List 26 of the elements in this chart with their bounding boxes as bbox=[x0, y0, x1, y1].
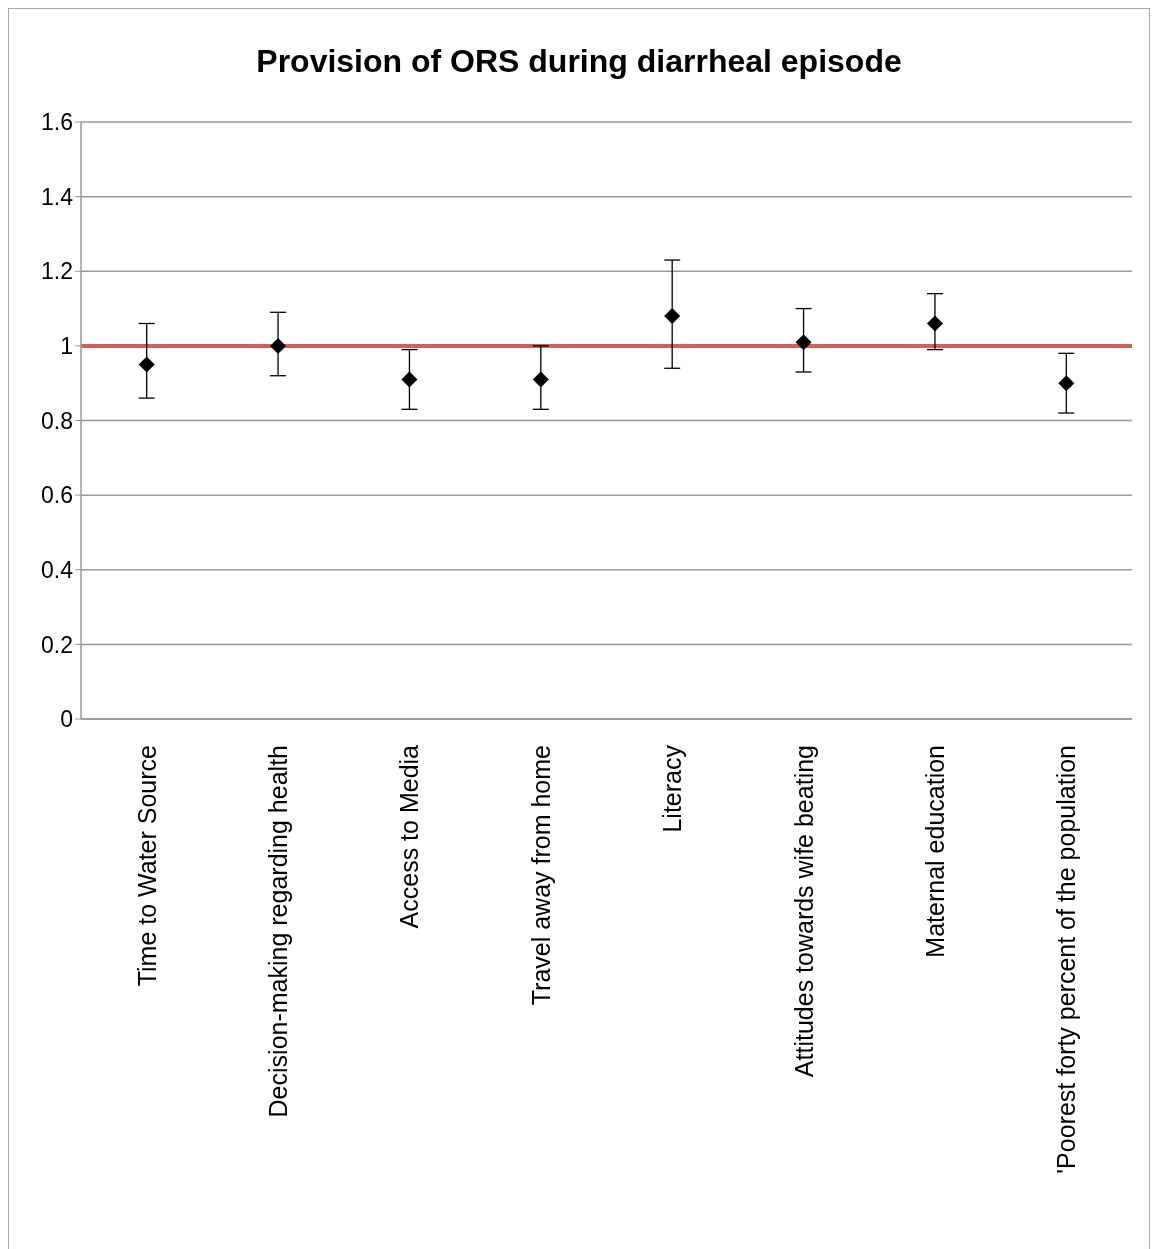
y-tick-label: 1.2 bbox=[41, 258, 73, 285]
y-tick-label: 0.6 bbox=[41, 482, 73, 509]
point bbox=[138, 356, 155, 373]
point bbox=[401, 371, 418, 388]
x-tick-label: Decision-making regarding health bbox=[264, 745, 293, 1118]
point bbox=[795, 334, 812, 351]
point bbox=[532, 371, 549, 388]
chart-title: Provision of ORS during diarrheal episode bbox=[255, 42, 903, 79]
y-tick-label: 0.8 bbox=[41, 407, 73, 434]
y-tick-label: 0.2 bbox=[41, 631, 73, 658]
y-tick-label: 1 bbox=[60, 333, 73, 360]
y-tick-label: 0.4 bbox=[41, 556, 74, 583]
point bbox=[664, 308, 681, 325]
y-tick-label: 0 bbox=[60, 706, 73, 733]
point bbox=[1058, 375, 1075, 392]
x-tick-label: Attitudes towards wife beating bbox=[789, 745, 818, 1078]
y-tick-label: 1.6 bbox=[41, 109, 73, 136]
y-tick-label: 1.4 bbox=[41, 183, 74, 210]
point bbox=[270, 337, 287, 354]
x-tick-label: 'Poorest forty percent of the population bbox=[1052, 745, 1081, 1174]
x-tick-label: Literacy bbox=[658, 744, 687, 833]
x-tick-label: Travel away from home bbox=[526, 745, 555, 1006]
x-tick-label: Time to Water Source bbox=[132, 745, 161, 987]
x-tick-label: Access to Media bbox=[395, 744, 424, 929]
x-tick-label: Maternal education bbox=[920, 745, 949, 958]
point bbox=[926, 315, 943, 332]
